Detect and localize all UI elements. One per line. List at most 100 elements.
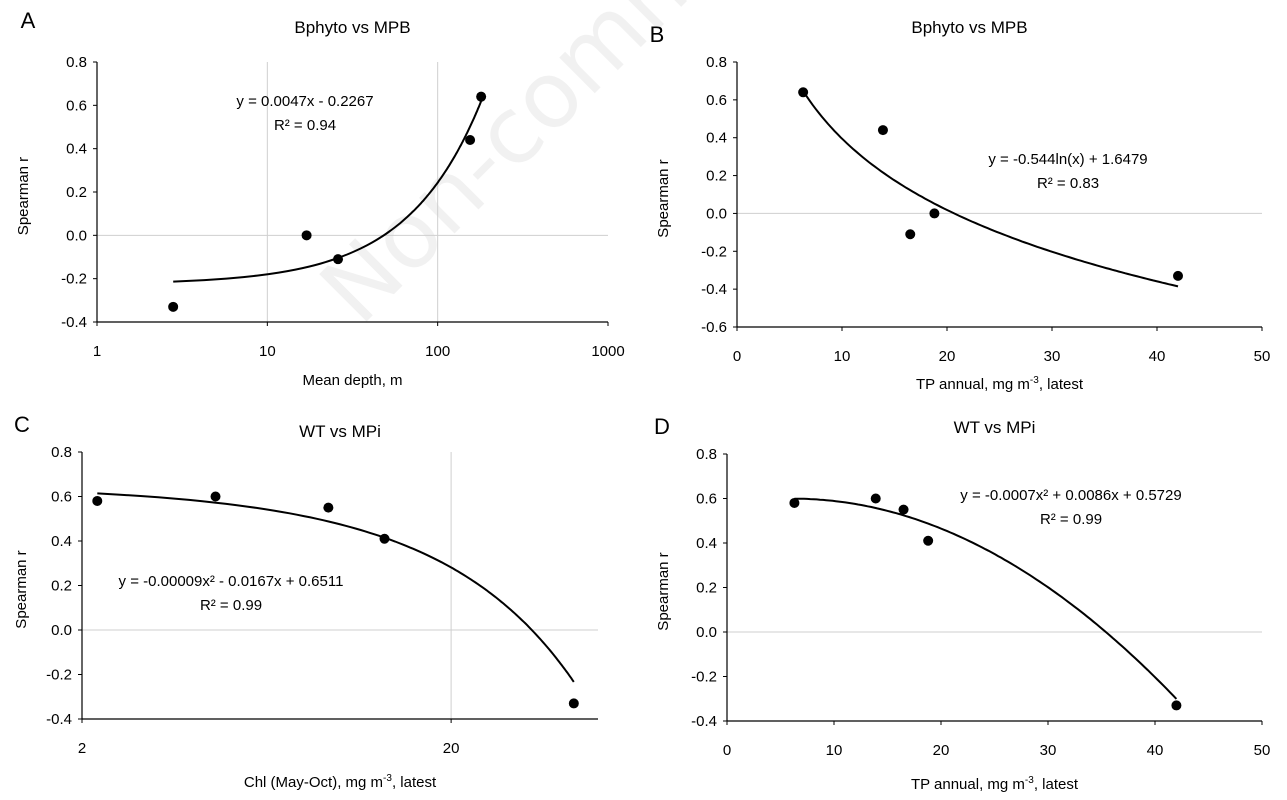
data-point: [379, 533, 390, 544]
y-tick-label: 0.8: [696, 446, 717, 463]
y-tick-label: -0.4: [61, 314, 87, 331]
data-point: [923, 535, 934, 546]
y-tick-label: 0.6: [66, 97, 87, 114]
panel-a: -0.4 -0.2 0.0 0.2 0.4 0.6 0.8 1 10 100 1000 A Bphyto…: [15, 8, 625, 389]
y-tick-label: 0.6: [51, 489, 72, 506]
panel-letter: C: [14, 412, 30, 437]
data-point: [168, 301, 179, 312]
x-tick-label: 10: [259, 343, 276, 360]
y-tick-label: 0.4: [66, 141, 87, 158]
x-axis-label: TP annual, mg m-3, latest: [916, 375, 1084, 393]
x-tick-label: 10: [826, 742, 843, 759]
x-tick-label: 0: [723, 742, 731, 759]
y-tick-label: 0.2: [696, 580, 717, 597]
data-point: [1171, 700, 1182, 711]
y-tick-label: -0.6: [701, 319, 727, 336]
x-tick-label: 20: [443, 740, 460, 757]
panel-letter: D: [654, 414, 670, 439]
y-tick-label: 0.8: [51, 444, 72, 461]
x-axis-label-main: TP annual, mg m: [916, 376, 1030, 393]
y-axis-label: Spearman r: [15, 157, 32, 235]
y-tick-label: -0.4: [691, 713, 717, 730]
trendline: [97, 492, 575, 683]
y-tick-label: 0.4: [51, 533, 72, 550]
panel-letter: B: [650, 22, 665, 47]
trendline: [802, 90, 1179, 288]
panel-c: -0.4 -0.2 0.0 0.2 0.4 0.6 0.8 2 20 C WT vs MPi Spea…: [13, 412, 598, 791]
x-tick-label: 10: [834, 348, 851, 365]
data-point: [789, 497, 800, 508]
panel-b: -0.6 -0.4 -0.2 0.0 0.2 0.4 0.6 0.8 0 10 20 30 40 50 B B…: [650, 18, 1271, 393]
y-tick-label: -0.2: [691, 669, 717, 686]
x-tick-label: 2: [78, 740, 86, 757]
x-axis-label-superscript: -3: [1025, 775, 1034, 786]
x-axis-label-superscript: -3: [1030, 375, 1039, 386]
trendline-equation: y = -0.0007x² + 0.0086x + 0.5729: [960, 487, 1181, 504]
data-point: [323, 502, 334, 513]
y-tick-label: 0.8: [66, 54, 87, 71]
y-tick-label: 0.0: [66, 227, 87, 244]
data-point: [465, 135, 476, 145]
x-tick-label: 50: [1254, 742, 1271, 759]
x-axis-label-suffix: , latest: [1034, 776, 1079, 793]
data-point: [1173, 270, 1183, 281]
panel-d: -0.4 -0.2 0.0 0.2 0.4 0.6 0.8 0 10 20 30 40 50 D WT vs…: [654, 414, 1270, 793]
x-axis-label-main: TP annual, mg m: [911, 776, 1025, 793]
x-tick-label: 100: [425, 343, 450, 360]
y-tick-label: 0.4: [706, 130, 727, 147]
y-tick-label: 0.6: [696, 491, 717, 508]
x-tick-label: 50: [1254, 348, 1271, 365]
chart-title: WT vs MPi: [299, 422, 381, 441]
x-tick-label: 1: [93, 343, 101, 360]
x-tick-label: 30: [1044, 348, 1061, 365]
y-tick-label: -0.2: [61, 271, 87, 288]
y-tick-label: 0.6: [706, 92, 727, 109]
y-tick-label: -0.2: [701, 243, 727, 260]
y-tick-label: 0.2: [706, 168, 727, 185]
data-point: [92, 495, 103, 506]
r-squared-label: R² = 0.83: [1037, 175, 1099, 192]
x-axis-label: Chl (May-Oct), mg m-3, latest: [244, 773, 437, 791]
trendline-equation: y = 0.0047x - 0.2267: [236, 93, 373, 110]
y-tick-label: -0.4: [701, 281, 727, 298]
trendline-equation: y = -0.00009x² - 0.0167x + 0.6511: [119, 573, 344, 590]
chart-title: Bphyto vs MPB: [911, 18, 1027, 37]
x-tick-label: 20: [939, 348, 956, 365]
x-tick-label: 30: [1040, 742, 1057, 759]
trendline-equation: y = -0.544ln(x) + 1.6479: [988, 151, 1147, 168]
chart-title: WT vs MPi: [954, 418, 1036, 437]
r-squared-label: R² = 0.94: [274, 117, 336, 134]
data-point: [898, 504, 909, 515]
x-tick-label: 40: [1147, 742, 1164, 759]
x-tick-label: 1000: [591, 343, 624, 360]
y-tick-label: 0.0: [51, 622, 72, 639]
data-point: [476, 91, 487, 102]
r-squared-label: R² = 0.99: [200, 597, 262, 614]
x-tick-label: 0: [733, 348, 741, 365]
trendline: [794, 497, 1178, 700]
data-point: [905, 229, 916, 240]
y-tick-label: 0.0: [696, 624, 717, 641]
x-axis-label-suffix: , latest: [392, 774, 437, 791]
data-point: [568, 698, 579, 709]
y-axis-label: Spearman r: [13, 550, 30, 628]
y-axis-label: Spearman r: [655, 552, 672, 630]
trendline: [173, 100, 483, 283]
y-tick-label: 0.2: [51, 578, 72, 595]
y-tick-label: 0.4: [696, 535, 717, 552]
x-axis-label-suffix: , latest: [1039, 376, 1084, 393]
data-point: [210, 491, 221, 502]
x-axis-label: TP annual, mg m-3, latest: [911, 775, 1079, 793]
chart-title: Bphyto vs MPB: [294, 18, 410, 37]
y-tick-label: 0.2: [66, 184, 87, 201]
x-axis-label-main: Mean depth, m: [302, 372, 402, 389]
x-axis-label-superscript: -3: [383, 773, 392, 784]
y-tick-label: 0.8: [706, 54, 727, 71]
y-tick-label: -0.2: [46, 667, 72, 684]
x-axis-label: Mean depth, m: [302, 372, 402, 389]
data-point: [870, 493, 881, 504]
panel-letter: A: [21, 8, 36, 33]
y-tick-label: 0.0: [706, 205, 727, 222]
y-axis-label: Spearman r: [655, 159, 672, 237]
